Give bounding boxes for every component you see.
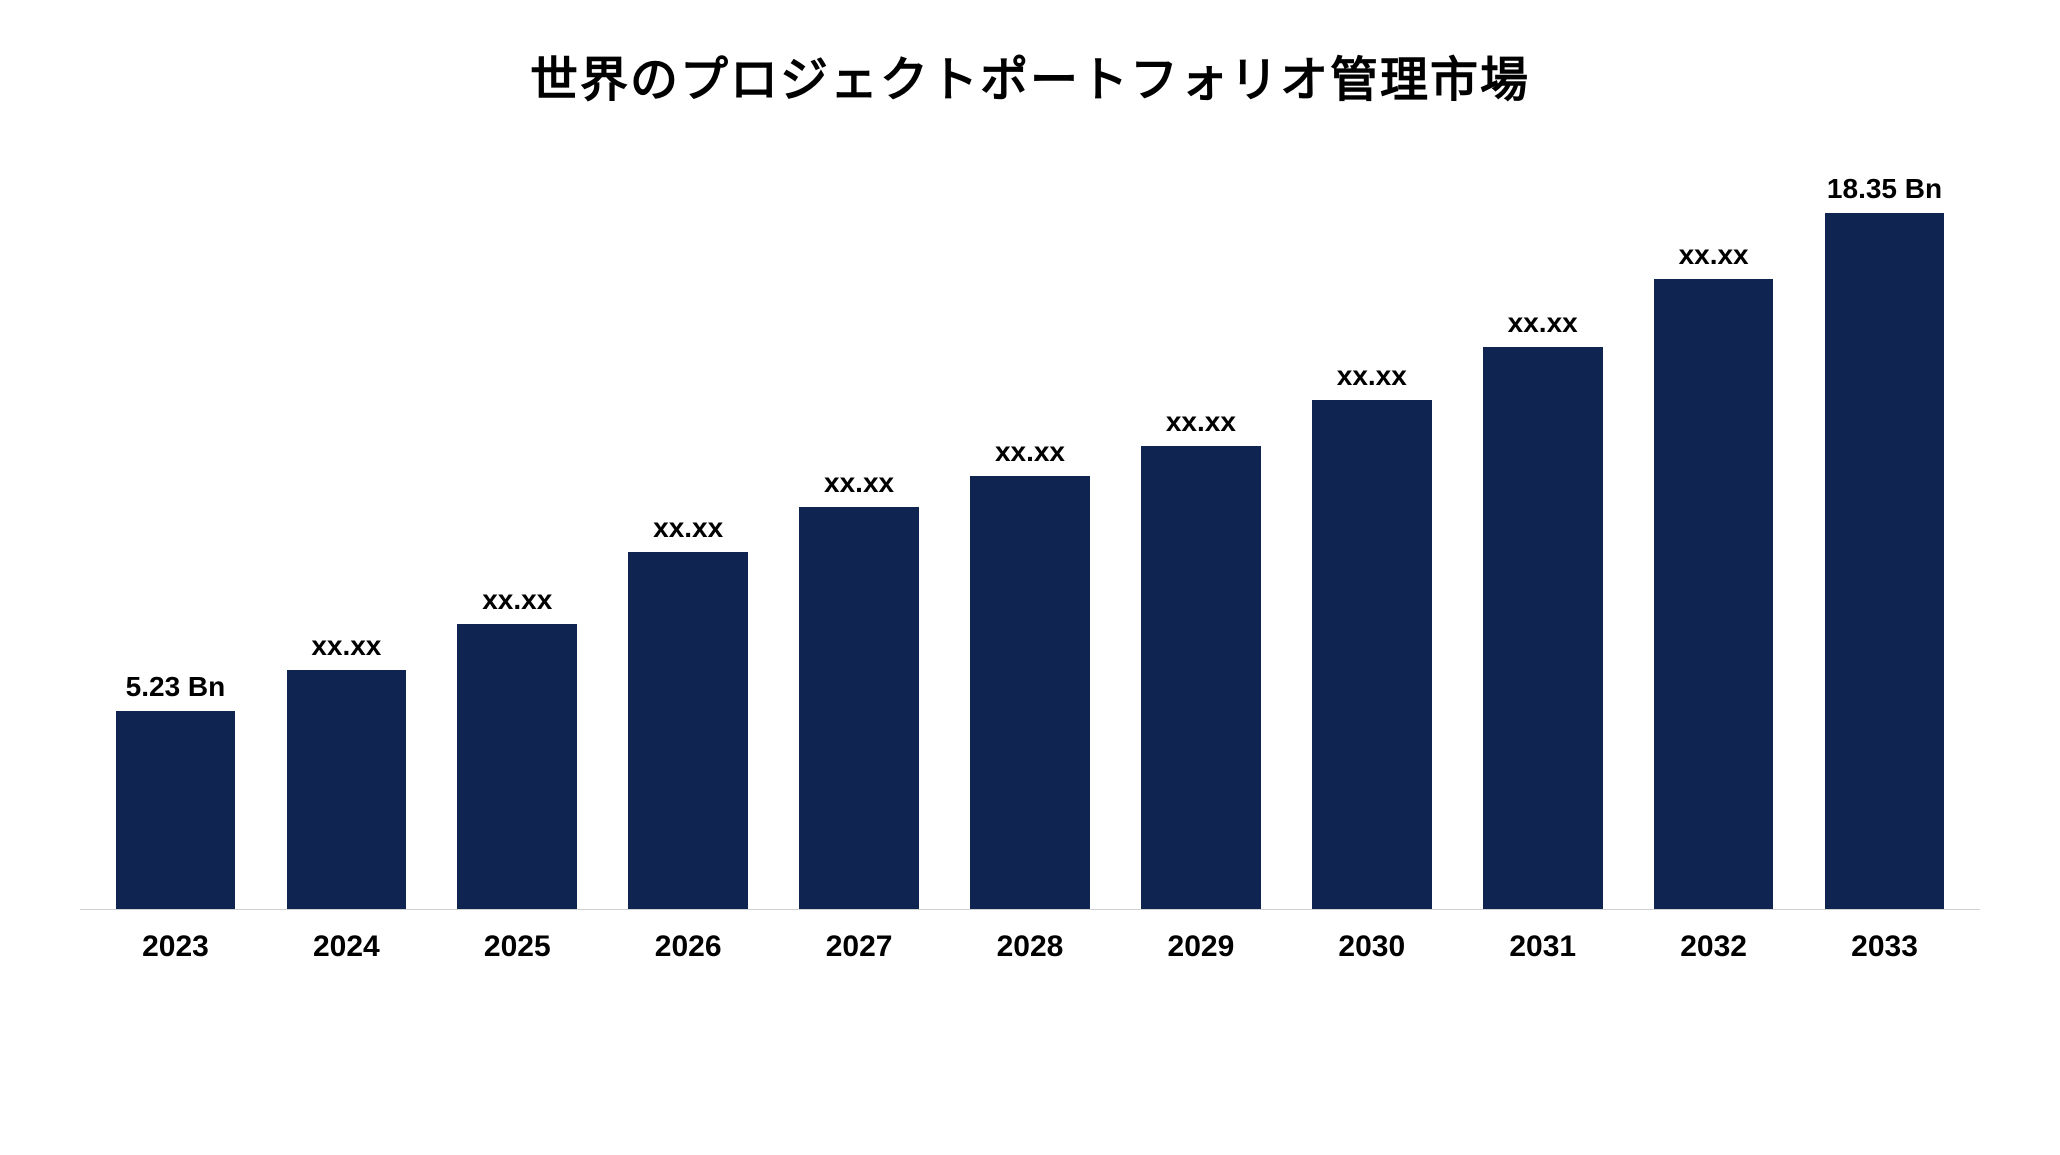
x-tick-label: 2032 bbox=[1628, 930, 1799, 964]
plot-area: 5.23 Bn xx.xx xx.xx xx.xx xx.xx xx.xx xx.xx xx.… bbox=[80, 150, 1980, 910]
bar-rect bbox=[1483, 347, 1603, 909]
bar-rect bbox=[628, 552, 748, 909]
x-tick-label: 2026 bbox=[603, 930, 774, 964]
bar-slot: 5.23 Bn bbox=[90, 150, 261, 909]
chart-title: 世界のプロジェクトポートフォリオ管理市場 bbox=[530, 40, 1530, 110]
x-axis: 2023202420252026202720282029203020312032… bbox=[80, 930, 1980, 964]
x-tick-label: 2033 bbox=[1799, 930, 1970, 964]
bar-slot: xx.xx bbox=[1286, 150, 1457, 909]
bar-slot: 18.35 Bn bbox=[1799, 150, 1970, 909]
bar-rect bbox=[116, 711, 236, 909]
bar-rect bbox=[1141, 446, 1261, 909]
x-tick-label: 2030 bbox=[1286, 930, 1457, 964]
bar-rect bbox=[799, 507, 919, 909]
bar-slot: xx.xx bbox=[261, 150, 432, 909]
bar-value-label: 18.35 Bn bbox=[1827, 173, 1942, 205]
bar-value-label: 5.23 Bn bbox=[126, 671, 226, 703]
bar-slot: xx.xx bbox=[603, 150, 774, 909]
bar-rect bbox=[287, 670, 407, 909]
bar-slot: xx.xx bbox=[1457, 150, 1628, 909]
bar-slot: xx.xx bbox=[1628, 150, 1799, 909]
x-tick-label: 2027 bbox=[774, 930, 945, 964]
bar-slot: xx.xx bbox=[774, 150, 945, 909]
bar-value-label: xx.xx bbox=[311, 630, 381, 662]
bar-value-label: xx.xx bbox=[482, 584, 552, 616]
bar-slot: xx.xx bbox=[432, 150, 603, 909]
bars-row: 5.23 Bn xx.xx xx.xx xx.xx xx.xx xx.xx xx.xx xx.… bbox=[80, 150, 1980, 909]
chart-container: 5.23 Bn xx.xx xx.xx xx.xx xx.xx xx.xx xx.xx xx.… bbox=[80, 150, 1980, 964]
bar-value-label: xx.xx bbox=[1166, 406, 1236, 438]
bar-rect bbox=[1825, 213, 1945, 909]
bar-slot: xx.xx bbox=[945, 150, 1116, 909]
bar-rect bbox=[457, 624, 577, 909]
bar-value-label: xx.xx bbox=[1337, 360, 1407, 392]
bar-value-label: xx.xx bbox=[1679, 239, 1749, 271]
bar-rect bbox=[1312, 400, 1432, 909]
x-tick-label: 2024 bbox=[261, 930, 432, 964]
bar-value-label: xx.xx bbox=[995, 436, 1065, 468]
bar-rect bbox=[1654, 279, 1774, 909]
x-tick-label: 2028 bbox=[945, 930, 1116, 964]
bar-value-label: xx.xx bbox=[1508, 307, 1578, 339]
x-tick-label: 2023 bbox=[90, 930, 261, 964]
bar-value-label: xx.xx bbox=[824, 467, 894, 499]
bar-value-label: xx.xx bbox=[653, 512, 723, 544]
x-tick-label: 2031 bbox=[1457, 930, 1628, 964]
x-tick-label: 2029 bbox=[1115, 930, 1286, 964]
bar-slot: xx.xx bbox=[1115, 150, 1286, 909]
bar-rect bbox=[970, 476, 1090, 909]
x-tick-label: 2025 bbox=[432, 930, 603, 964]
